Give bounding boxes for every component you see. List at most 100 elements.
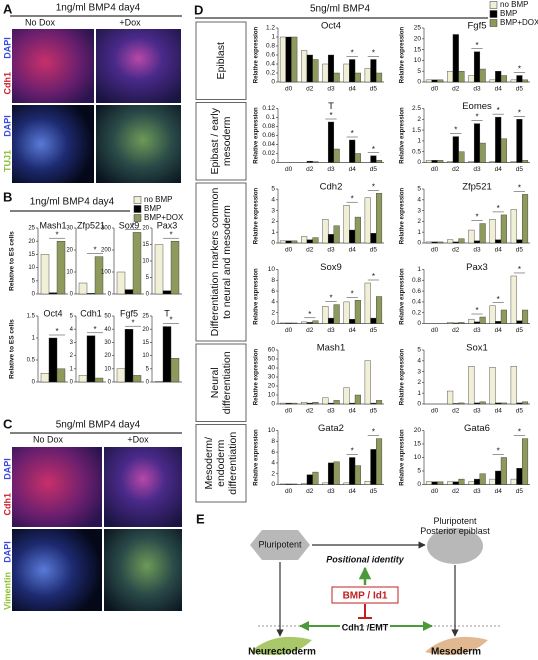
y-tick-label: 0: [32, 380, 36, 386]
bar: [431, 481, 438, 485]
y-tick-label: 0.6: [412, 288, 421, 295]
bar: [333, 72, 340, 83]
bar: [516, 468, 523, 485]
y-tick-label: 20: [28, 239, 35, 245]
bar: [510, 478, 517, 485]
bar: [370, 233, 377, 244]
bar: [510, 161, 517, 163]
y-tick-label: 0: [271, 240, 275, 247]
chart-title: Fgf5: [467, 21, 486, 32]
bar: [333, 461, 340, 485]
chart-title: Oct4: [43, 308, 62, 318]
x-tick-label: d3: [473, 408, 481, 415]
bar: [473, 402, 481, 405]
significance-marker: *: [55, 230, 58, 239]
bar: [322, 219, 329, 244]
y-tick-label: 0.4: [412, 299, 421, 306]
node-label: Pluripotent Posterior epiblast: [420, 516, 490, 536]
legend-swatch: [133, 214, 142, 222]
bar: [124, 329, 134, 383]
stain-label: Cdh1: [2, 493, 12, 516]
bar: [327, 462, 335, 485]
bar: [473, 321, 481, 324]
y-tick-label: 0: [417, 159, 421, 166]
x-tick-label: d0: [285, 86, 293, 93]
bar: [279, 402, 286, 405]
x-tick-label: d5: [370, 488, 378, 495]
y-tick-label: 0.1: [266, 114, 275, 121]
y-tick-label: 0.2: [266, 70, 275, 77]
y-tick-label: 0: [146, 380, 150, 386]
bar: [447, 161, 454, 163]
x-tick-label: d3: [473, 86, 481, 93]
x-tick-label: d5: [370, 247, 378, 254]
y-tick-label: 5: [70, 314, 74, 320]
bar: [516, 119, 523, 163]
bar: [354, 465, 361, 485]
bar: [312, 237, 319, 244]
panel-title: 5ng/ml BMP4: [310, 4, 370, 15]
y-tick-label: 2.5: [412, 105, 421, 112]
significance-marker: *: [518, 428, 521, 437]
bar: [468, 318, 475, 324]
bar: [301, 50, 308, 83]
y-tick-label: 30: [66, 226, 73, 232]
y-tick-label: 10: [268, 392, 276, 399]
bar: [343, 301, 350, 324]
y-axis-label: Relative expression: [400, 26, 406, 83]
bar: [343, 63, 350, 83]
chart-title: Pax3: [466, 262, 488, 273]
y-tick-label: 30: [104, 340, 111, 346]
bar: [500, 75, 507, 83]
bar: [468, 366, 475, 405]
bar: [279, 483, 286, 485]
row-label: Epibast / early mesoderm: [209, 107, 233, 175]
y-tick-label: 0: [417, 481, 421, 488]
legend-swatch: [489, 1, 498, 9]
bar: [370, 59, 377, 83]
significance-marker: *: [372, 272, 375, 281]
x-tick-label: d5: [370, 327, 378, 334]
bar: [364, 197, 371, 244]
panel-title: 5ng/ml BMP4 day4: [56, 420, 141, 431]
significance-marker: *: [308, 310, 311, 319]
y-tick-label: 0: [417, 240, 421, 247]
y-tick-label: 40: [268, 365, 276, 372]
y-tick-label: 25: [414, 25, 422, 32]
y-tick-label: 6: [271, 288, 275, 295]
bar: [370, 449, 377, 485]
bar: [510, 209, 517, 244]
legend-swatch: [133, 205, 142, 213]
bar: [354, 153, 361, 163]
bar: [473, 51, 481, 83]
x-tick-label: d4: [349, 408, 357, 415]
bar: [343, 482, 350, 485]
x-tick-label: d3: [327, 408, 335, 415]
bar: [510, 275, 517, 324]
x-tick-label: d2: [306, 408, 314, 415]
y-tick-label: 0: [417, 401, 421, 408]
bar: [291, 402, 298, 405]
y-axis-label: Relative expression: [400, 348, 406, 405]
y-tick-label: 4: [271, 460, 275, 467]
y-tick-label: 5: [417, 347, 421, 354]
bar: [489, 367, 496, 405]
bar: [312, 320, 319, 324]
bar: [306, 239, 313, 244]
bar: [322, 63, 329, 83]
label: Positional identity: [326, 554, 405, 564]
bar: [56, 240, 66, 295]
micrograph: [96, 105, 181, 183]
y-tick-label: 40: [104, 327, 111, 333]
y-tick-label: 10: [268, 427, 276, 434]
bar: [376, 438, 383, 485]
y-tick-label: 1: [271, 34, 275, 41]
label: BMP / Id1: [343, 591, 388, 602]
significance-marker: *: [497, 204, 500, 213]
y-tick-label: 0: [417, 320, 421, 327]
bar: [431, 79, 438, 83]
y-tick-label: 0: [271, 320, 275, 327]
stain-label: DAPI: [2, 541, 12, 563]
bar: [425, 79, 432, 83]
bar: [40, 254, 50, 295]
